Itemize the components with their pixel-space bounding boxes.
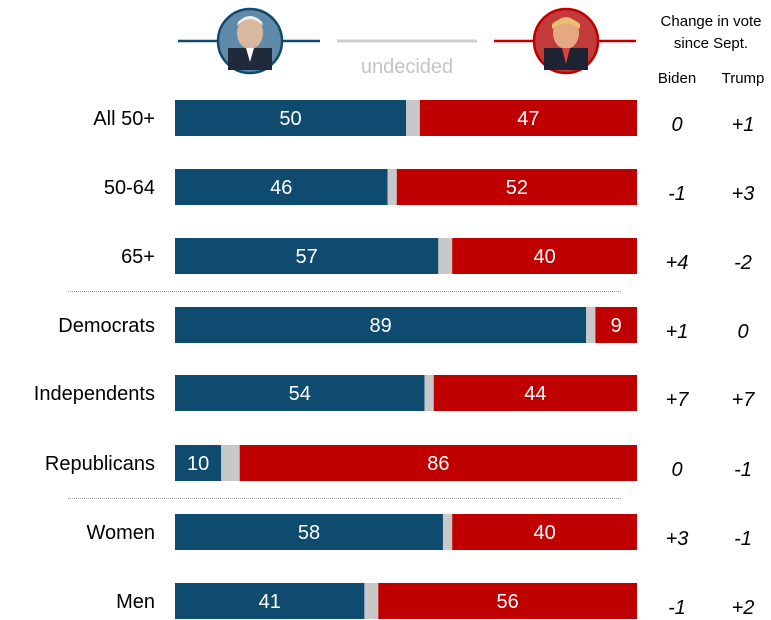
trump-value-label: 56: [497, 591, 519, 613]
change-trump-value: +3: [732, 183, 755, 205]
trump-bar: [396, 169, 637, 205]
biden-bar: [175, 169, 388, 205]
trump-value-label: 9: [611, 315, 622, 337]
biden-value-label: 58: [298, 522, 320, 544]
undecided-bar: [586, 307, 596, 343]
change-trump-value: +1: [732, 114, 755, 136]
undecided-bar: [387, 169, 397, 205]
category-label: 50-64: [104, 177, 155, 199]
trump-bar: [378, 583, 637, 619]
biden-value-label: 50: [279, 108, 301, 130]
biden-avatar-icon: [216, 7, 284, 75]
change-header-line-1: Change in vote: [661, 13, 762, 30]
undecided-bar: [424, 375, 434, 411]
bar-row: Men 41 56 -1 +2: [116, 583, 754, 619]
bar-row: 65+ 57 40 +4 -2: [121, 238, 752, 274]
biden-value-label: 41: [259, 591, 281, 613]
bar-row: Women 58 40 +3 -1: [86, 514, 752, 550]
biden-value-label: 57: [296, 246, 318, 268]
change-biden-value: -1: [668, 183, 686, 205]
change-biden-value: 0: [671, 459, 682, 481]
trump-avatar-icon: [532, 7, 600, 75]
change-biden-value: +4: [666, 252, 689, 274]
biden-value-label: 10: [187, 453, 209, 475]
change-col-trump: Trump: [722, 70, 765, 87]
change-col-biden: Biden: [658, 70, 696, 87]
change-header-line-2: since Sept.: [674, 35, 748, 52]
change-biden-value: +7: [666, 389, 690, 411]
bar-rows: All 50+ 50 47 0 +1 50-64 46 52 -1 +3 65+ 57 40 +4 -2 De…: [34, 100, 756, 619]
trump-value-label: 44: [524, 383, 546, 405]
trump-bar: [419, 100, 637, 136]
category-label: Republicans: [45, 453, 155, 475]
trump-value-label: 40: [533, 522, 555, 544]
undecided-bar: [406, 100, 420, 136]
change-biden-value: -1: [668, 597, 686, 619]
change-biden-value: +3: [666, 528, 689, 550]
trump-bar: [452, 238, 637, 274]
change-trump-value: +2: [732, 597, 755, 619]
biden-bar: [175, 100, 406, 136]
category-label: Men: [116, 591, 155, 613]
category-label: All 50+: [93, 108, 155, 130]
trump-bar: [239, 445, 637, 481]
trump-value-label: 52: [506, 177, 528, 199]
trump-bar: [452, 514, 637, 550]
biden-value-label: 89: [369, 315, 391, 337]
change-trump-value: -2: [734, 252, 752, 274]
bar-row: All 50+ 50 47 0 +1: [93, 100, 754, 136]
trump-value-label: 47: [517, 108, 539, 130]
bar-row: 50-64 46 52 -1 +3: [104, 169, 755, 205]
change-trump-value: 0: [737, 321, 748, 343]
biden-bar: [175, 514, 443, 550]
biden-value-label: 46: [270, 177, 292, 199]
biden-bar: [175, 583, 365, 619]
change-trump-value: -1: [734, 459, 752, 481]
biden-bar: [175, 307, 587, 343]
legend: undecided: [178, 7, 636, 78]
undecided-bar: [442, 514, 453, 550]
biden-bar: [175, 375, 425, 411]
trump-bar: [433, 375, 637, 411]
undecided-bar: [438, 238, 453, 274]
change-biden-value: +1: [666, 321, 689, 343]
category-label: Women: [86, 522, 155, 544]
trump-bar: [595, 307, 637, 343]
undecided-bar: [221, 445, 240, 481]
category-label: Democrats: [58, 315, 155, 337]
undecided-bar: [364, 583, 379, 619]
legend-undecided-label: undecided: [361, 56, 453, 78]
change-trump-value: +7: [732, 389, 756, 411]
biden-bar: [175, 238, 439, 274]
bar-row: Republicans 10 86 0 -1: [45, 445, 752, 481]
bar-row: Independents 54 44 +7 +7: [34, 375, 756, 411]
change-header: Change in vote since Sept. Biden Trump: [658, 13, 765, 87]
trump-value-label: 86: [427, 453, 449, 475]
bar-row: Democrats 89 9 +1 0: [58, 307, 749, 343]
biden-value-label: 54: [289, 383, 311, 405]
category-label: Independents: [34, 383, 155, 405]
trump-value-label: 40: [533, 246, 555, 268]
category-label: 65+: [121, 246, 155, 268]
change-trump-value: -1: [734, 528, 752, 550]
biden-bar: [175, 445, 222, 481]
change-biden-value: 0: [671, 114, 682, 136]
